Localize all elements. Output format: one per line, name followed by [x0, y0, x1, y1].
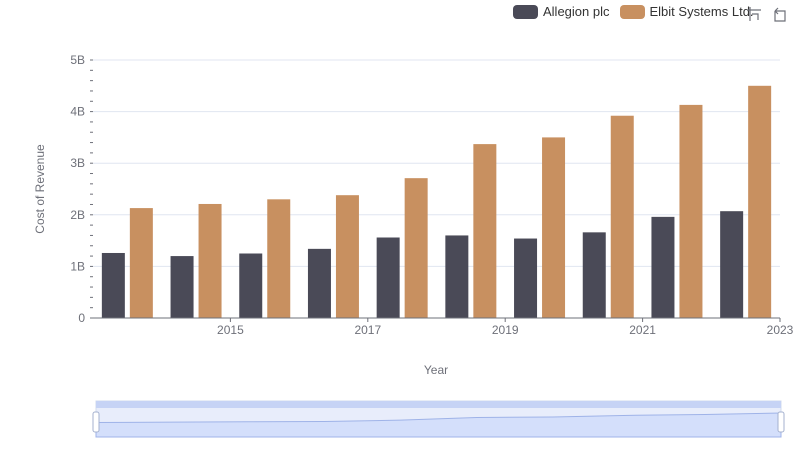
toolbox: [746, 6, 788, 22]
slider-handle-right[interactable]: [777, 411, 785, 433]
legend-item-allegion[interactable]: Allegion plc: [513, 4, 610, 19]
bar-elbit-2015[interactable]: [198, 203, 222, 318]
slider-preview-area: [95, 412, 782, 438]
bar-elbit-2014[interactable]: [129, 208, 153, 318]
bar-allegion-2014[interactable]: [101, 252, 125, 318]
bar-allegion-2015[interactable]: [170, 256, 194, 318]
x-tick-label: 2021: [629, 323, 656, 337]
bar-allegion-2017[interactable]: [307, 248, 331, 318]
bar-elbit-2019[interactable]: [473, 144, 497, 318]
zoom-icon[interactable]: [746, 6, 762, 22]
x-tick-label: 2015: [217, 323, 244, 337]
bar-elbit-2018[interactable]: [404, 178, 428, 318]
bar-allegion-2021[interactable]: [582, 232, 606, 318]
bar-allegion-2022[interactable]: [651, 216, 675, 318]
x-tick-label: 2019: [492, 323, 519, 337]
bar-allegion-2019[interactable]: [445, 235, 469, 318]
restore-icon[interactable]: [772, 6, 788, 22]
x-tick-label: 2023: [767, 323, 794, 337]
y-tick-label: 1B: [70, 259, 85, 273]
bar-elbit-2022[interactable]: [679, 104, 703, 318]
y-tick-label: 4B: [70, 105, 85, 119]
slider-handle-left[interactable]: [92, 411, 100, 433]
y-axis: 0 1B 2B 3B 4B 5B: [70, 53, 93, 325]
y-tick-label: 3B: [70, 156, 85, 170]
x-axis: 2015 2017 2019 2021 2023: [93, 317, 794, 337]
legend-label-allegion: Allegion plc: [543, 4, 610, 19]
legend-swatch-allegion: [513, 4, 538, 19]
bar-allegion-2018[interactable]: [376, 237, 400, 318]
y-axis-title: Cost of Revenue: [33, 144, 47, 234]
x-axis-title: Year: [424, 363, 448, 377]
bar-allegion-2016[interactable]: [239, 253, 263, 319]
bar-elbit-2021[interactable]: [610, 115, 634, 318]
data-zoom-slider[interactable]: [92, 400, 785, 438]
slider-top-bar[interactable]: [96, 401, 781, 408]
legend-item-elbit[interactable]: Elbit Systems Ltd.: [619, 4, 754, 19]
legend-label-elbit: Elbit Systems Ltd.: [649, 4, 754, 19]
bar-elbit-2017[interactable]: [335, 195, 359, 318]
bar-elbit-2023[interactable]: [748, 85, 772, 318]
y-tick-label: 2B: [70, 208, 85, 222]
bar-allegion-2020[interactable]: [514, 238, 538, 318]
y-tick-label: 5B: [70, 53, 85, 67]
legend-swatch-elbit: [619, 4, 645, 19]
grid: [93, 59, 780, 319]
bar-elbit-2020[interactable]: [542, 137, 566, 318]
x-tick-label: 2017: [354, 323, 381, 337]
bars: [101, 85, 772, 319]
bar-allegion-2023[interactable]: [720, 211, 744, 318]
legend: Allegion plc Elbit Systems Ltd.: [513, 4, 754, 19]
bar-elbit-2016[interactable]: [267, 199, 291, 318]
y-tick-label: 0: [78, 311, 85, 325]
